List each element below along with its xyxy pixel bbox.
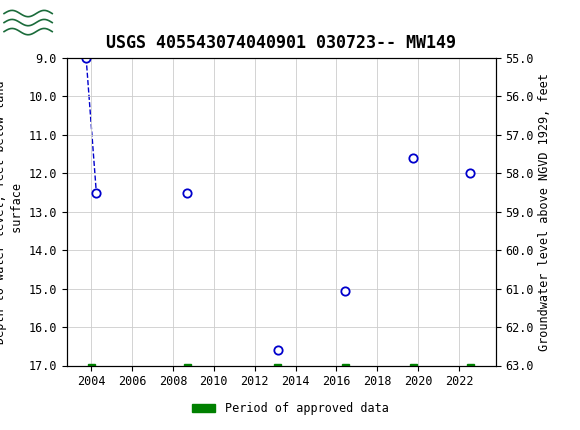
Bar (184, 364, 191, 373)
FancyBboxPatch shape (3, 3, 55, 42)
Y-axis label: Depth to water level, feet below land
 surface: Depth to water level, feet below land su… (0, 80, 24, 344)
Title: USGS 405543074040901 030723-- MW149: USGS 405543074040901 030723-- MW149 (106, 34, 456, 52)
Bar (410, 364, 417, 373)
Bar (467, 364, 474, 373)
Y-axis label: Groundwater level above NGVD 1929, feet: Groundwater level above NGVD 1929, feet (538, 73, 551, 351)
Bar (342, 364, 349, 373)
Text: USGS: USGS (58, 12, 126, 33)
Legend: Period of approved data: Period of approved data (187, 397, 393, 420)
Bar (88, 364, 95, 373)
Bar (274, 364, 281, 373)
